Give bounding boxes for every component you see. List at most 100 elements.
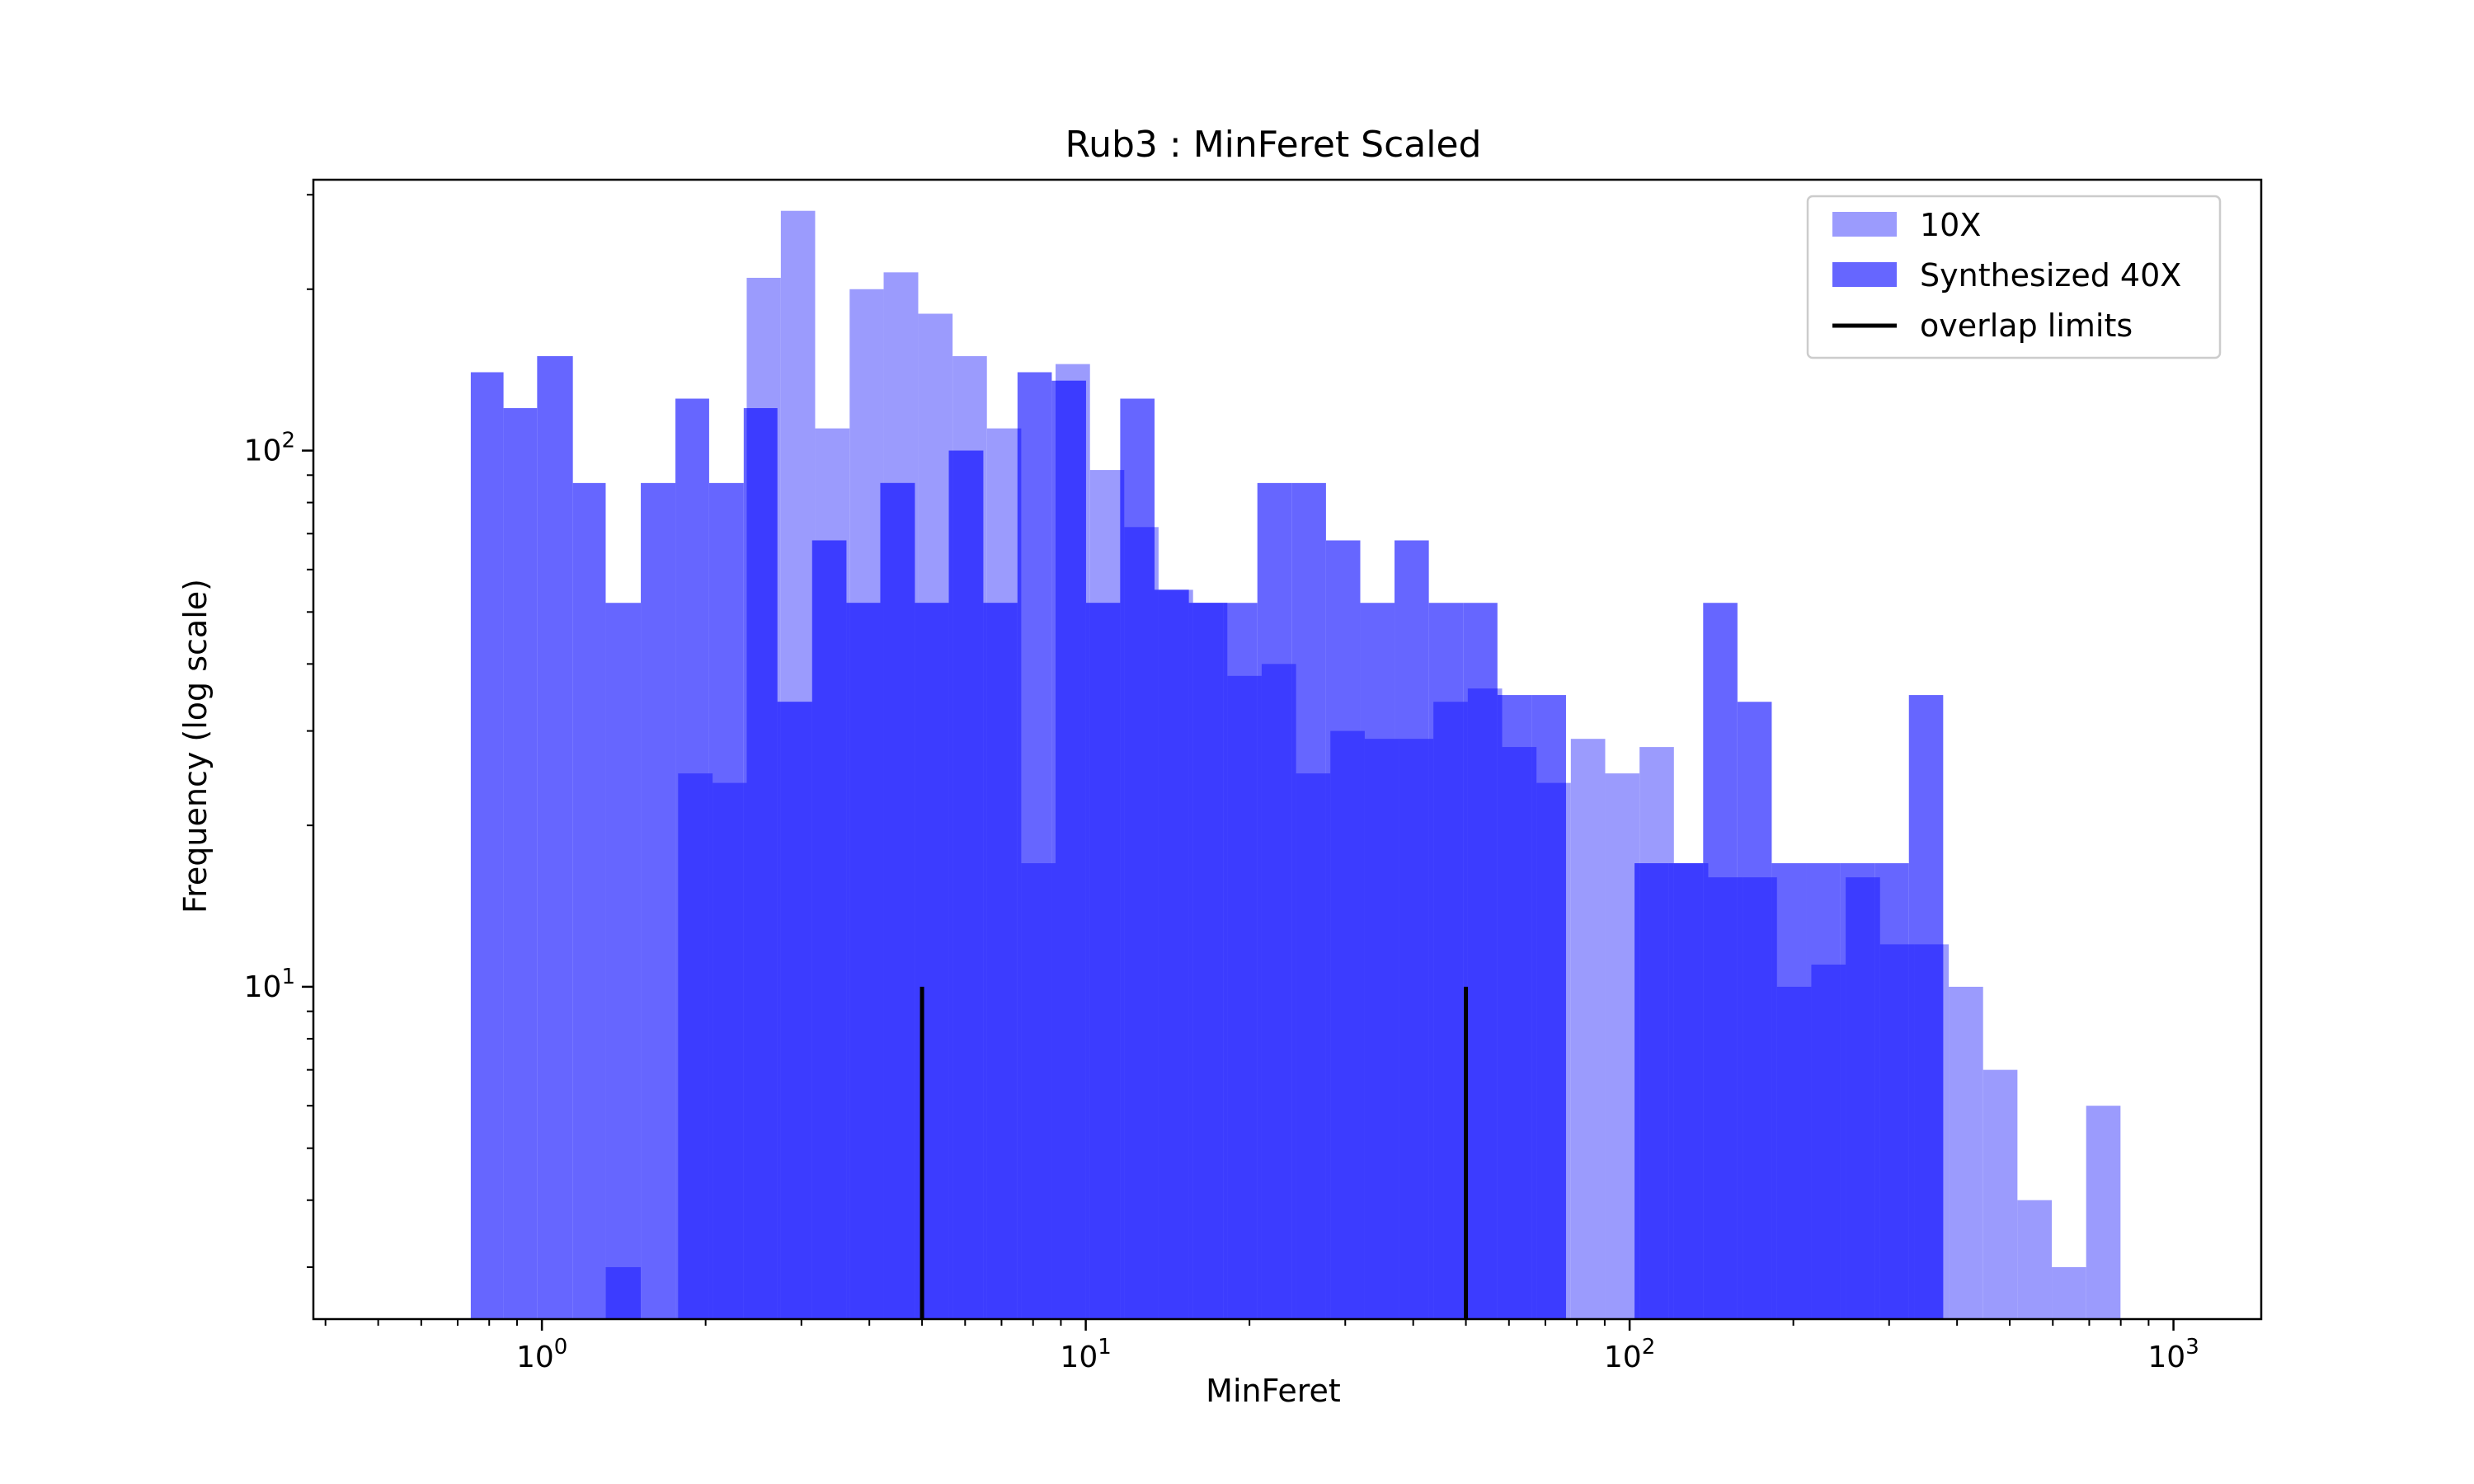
overlap-bar [1874, 877, 1880, 1319]
overlap-bar [1192, 603, 1224, 1319]
overlap-bar [1743, 877, 1772, 1319]
overlap-bar [1806, 986, 1812, 1319]
legend: 10X Synthesized 40X overlap limits [1806, 195, 2222, 359]
overlap-bar [708, 773, 713, 1319]
overlap-bar [846, 603, 850, 1319]
overlap-bar [1639, 863, 1669, 1319]
series-synth40x-bars [470, 356, 1944, 1320]
overlap-bar [1158, 589, 1189, 1319]
legend-label-10x: 10X [1920, 207, 1981, 243]
overlap-bar [1703, 863, 1709, 1319]
overlap-bar [815, 540, 847, 1319]
series-synth40x-bar [503, 408, 538, 1320]
overlap-bar [1120, 470, 1125, 1319]
overlap-bar [713, 782, 744, 1319]
overlap-bar [746, 408, 778, 1320]
legend-swatch-synth40x [1832, 262, 1897, 287]
y-tick-label: 101 [244, 965, 295, 1004]
overlap-bar [777, 702, 781, 1319]
series-10x-bar [1605, 773, 1640, 1319]
overlap-bar [1467, 688, 1498, 1319]
series-synth40x-bar [605, 603, 642, 1319]
overlap-bar [1497, 695, 1503, 1319]
overlap-bar [1708, 877, 1738, 1319]
y-tick-label: 102 [244, 429, 295, 468]
overlap-bar [1908, 944, 1915, 1319]
series-synth40x-bar [572, 482, 606, 1319]
overlap-bar [1634, 863, 1640, 1319]
overlap-bar [1428, 739, 1434, 1319]
x-axis-label: MinFeret [1206, 1373, 1341, 1409]
legend-swatch-10x [1832, 212, 1897, 237]
overlap-bar [880, 482, 884, 1319]
overlap-bar [1155, 589, 1159, 1319]
overlap-bar [1261, 664, 1292, 1319]
overlap-bar [1502, 747, 1532, 1319]
overlap-bar [1673, 863, 1704, 1319]
x-tick-label: 101 [1060, 1335, 1111, 1374]
overlap-bar [605, 1266, 642, 1319]
x-tick-label: 102 [1604, 1335, 1655, 1374]
y-axis-ticks: 101 102 [244, 194, 313, 1268]
overlap-bar [1291, 664, 1296, 1319]
series-10x-bar [1982, 1069, 2018, 1319]
overlap-bar [1188, 603, 1193, 1319]
overlap-bar [1914, 944, 1944, 1319]
overlap-bar [1668, 863, 1674, 1319]
overlap-bar [1531, 747, 1537, 1319]
x-axis-ticks: 100 101 102 103 [324, 1319, 2199, 1374]
overlap-bar [952, 450, 984, 1320]
series-10x-bar [2052, 1266, 2086, 1319]
overlap-bar [1055, 380, 1086, 1319]
overlap-bar [915, 603, 919, 1319]
overlap-bar [1846, 877, 1875, 1319]
overlap-bar [1223, 603, 1228, 1319]
series-synth40x-bar [470, 372, 504, 1320]
series-10x-bar [2017, 1200, 2053, 1319]
x-tick-label: 100 [516, 1335, 567, 1374]
axes-frame [312, 178, 2263, 1321]
overlap-bar [1399, 739, 1429, 1319]
x-tick-label: 103 [2147, 1335, 2199, 1374]
series-synth40x-bar [641, 482, 676, 1319]
legend-label-synth40x: Synthesized 40X [1920, 257, 2181, 294]
overlap-bar [1257, 675, 1262, 1319]
overlap-bar [849, 603, 881, 1319]
overlap-bar [986, 603, 1018, 1319]
series-10x-bar [2086, 1106, 2121, 1319]
overlap-bar [1536, 782, 1566, 1319]
overlap-bar [1089, 603, 1121, 1319]
overlap-bar [948, 450, 953, 1320]
series-synth40x-bar [537, 356, 573, 1319]
series-10x-bar [1570, 739, 1606, 1319]
overlap-bar [1840, 964, 1846, 1319]
overlap-bar [1879, 944, 1909, 1319]
overlap-bar [678, 773, 709, 1319]
overlap-bar [1021, 863, 1052, 1319]
overlap-bar [1051, 863, 1056, 1319]
overlap-bar [1433, 702, 1464, 1319]
overlap-bar [1017, 428, 1022, 1319]
overlap-bar [1227, 675, 1258, 1319]
overlap-bar [811, 540, 816, 1319]
overlap-bar [1771, 877, 1777, 1319]
y-axis-label: Frequency (log scale) [177, 579, 214, 913]
overlap-bar [1776, 986, 1807, 1319]
overlap-bar [1737, 877, 1743, 1319]
legend-box [1806, 195, 2222, 359]
overlap-bar [983, 603, 987, 1319]
series-10x-bar [1949, 986, 1983, 1319]
overlap-limit-lines [920, 986, 1469, 1319]
overlap-bar [1124, 527, 1155, 1319]
overlap-bar [1360, 730, 1365, 1319]
overlap-bar [1085, 603, 1090, 1319]
overlap-bar [1811, 964, 1841, 1319]
overlap-bar [1325, 773, 1331, 1319]
overlap-bar [1296, 773, 1326, 1319]
overlap-bar [780, 702, 812, 1319]
chart-title: Rub3 : MinFeret Scaled [1065, 124, 1482, 166]
overlap-bar [1330, 730, 1361, 1319]
overlap-bar [883, 482, 915, 1319]
